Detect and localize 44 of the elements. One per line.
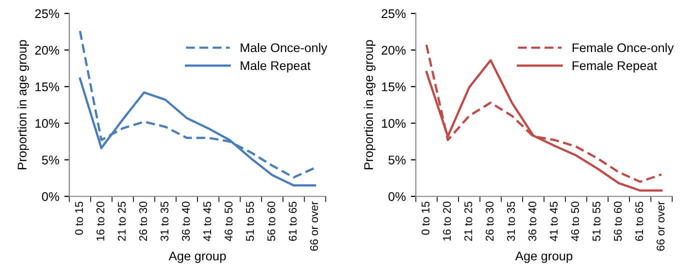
y-axis-title: Proportion in age group: [364, 40, 376, 170]
x-tick-label: 56 to 60: [267, 202, 276, 241]
y-tick-label: 10%: [382, 119, 406, 128]
x-tick-label: 41 to 45: [203, 202, 212, 242]
y-tick-label: 5%: [388, 156, 406, 164]
x-tick-label: 26 to 30: [139, 202, 148, 241]
legend-label: Female Repeat: [572, 60, 658, 73]
x-tick-label: 61 to 65: [635, 202, 644, 241]
x-axis-title: Age group: [168, 252, 226, 263]
x-tick-label: 36 to 40: [182, 202, 190, 241]
y-tick-label: 25%: [382, 9, 406, 18]
y-tick-label: 5%: [42, 156, 60, 164]
x-tick-label: 31 to 35: [160, 202, 168, 241]
x-tick-label: 16 to 20: [442, 202, 451, 241]
x-tick-label: 51 to 55: [246, 202, 254, 241]
x-tick-label: 0 to 15: [422, 202, 430, 235]
y-tick-label: 0%: [42, 192, 60, 202]
x-tick-label: 51 to 55: [592, 202, 600, 241]
y-tick-label: 15%: [382, 82, 406, 92]
x-tick-label: 16 to 20: [96, 202, 104, 241]
legend-label: Female Once-only: [572, 42, 674, 55]
x-tick-label: 0 to 15: [75, 202, 83, 235]
x-tick-label: 31 to 35: [507, 202, 515, 241]
legend-label: Male Repeat: [240, 60, 311, 73]
x-tick-label: 41 to 45: [550, 202, 558, 242]
x-tick-label: 61 to 65: [288, 202, 297, 241]
x-tick-label: 56 to 60: [614, 202, 622, 241]
y-tick-label: 10%: [36, 119, 60, 128]
x-tick-label: 46 to 50: [224, 202, 233, 242]
x-axis-title: Age group: [515, 252, 572, 263]
x-tick-label: 21 to 25: [464, 202, 472, 241]
y-tick-label: 25%: [35, 9, 60, 18]
x-tick-label: 46 to 50: [571, 202, 580, 242]
x-tick-label: 66 or over: [310, 201, 318, 251]
y-tick-label: 15%: [36, 82, 60, 92]
y-tick-label: 20%: [382, 46, 406, 55]
y-tick-label: 20%: [35, 46, 60, 55]
x-tick-label: 26 to 30: [486, 202, 494, 241]
x-tick-label: 36 to 40: [528, 202, 536, 241]
x-tick-label: 66 or over: [656, 201, 665, 251]
y-axis-title: Proportion in age group: [17, 40, 30, 170]
x-tick-label: 21 to 25: [118, 202, 126, 241]
legend-label: Male Once-only: [240, 42, 328, 55]
y-tick-label: 0%: [388, 192, 406, 202]
